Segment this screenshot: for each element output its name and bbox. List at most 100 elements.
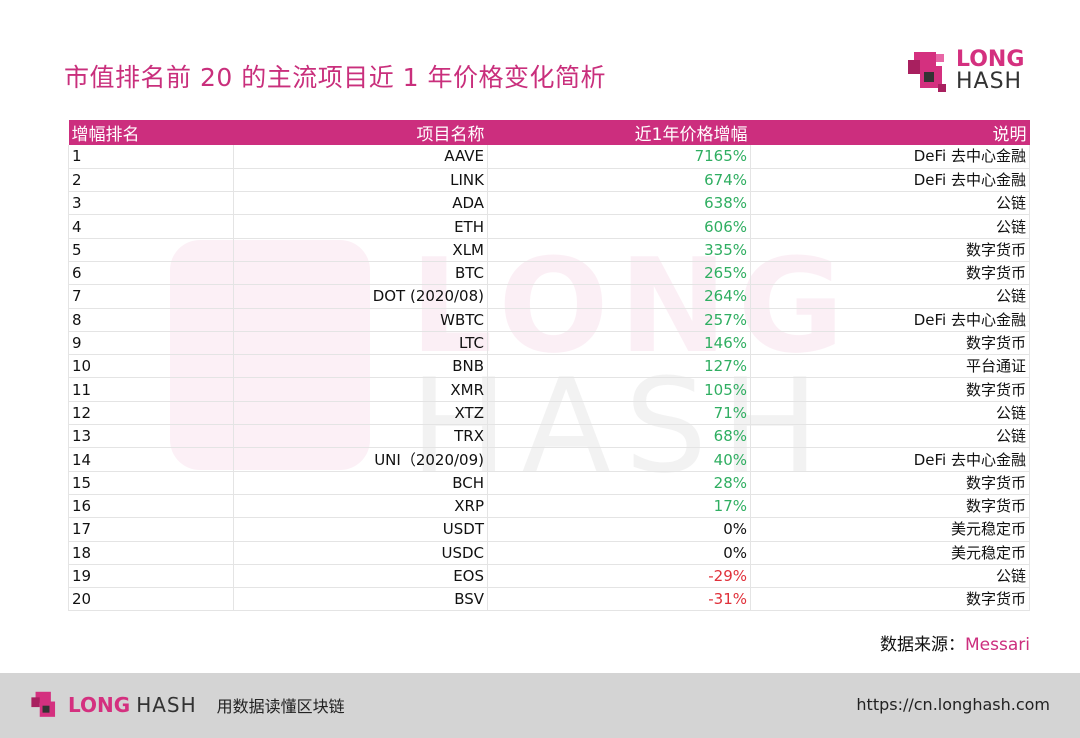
- logo-line1: LONG: [956, 47, 1025, 72]
- description-cell: 美元稳定币: [750, 517, 1030, 542]
- change-cell: 68%: [487, 424, 751, 449]
- table-row: 9 LTC 146% 数字货币: [68, 331, 1030, 356]
- description-cell: 数字货币: [750, 331, 1030, 356]
- project-cell: BTC: [233, 261, 488, 286]
- change-cell: 335%: [487, 238, 751, 262]
- column-header: 增幅排名: [68, 120, 234, 145]
- project-cell: XMR: [233, 377, 488, 402]
- rank-cell: 10: [68, 354, 234, 379]
- project-cell: WBTC: [233, 308, 488, 332]
- project-cell: XTZ: [233, 401, 488, 426]
- rank-cell: 13: [68, 424, 234, 449]
- table-row: 16 XRP 17% 数字货币: [68, 494, 1030, 519]
- change-cell: 40%: [487, 447, 751, 472]
- description-cell: 公链: [750, 284, 1030, 309]
- description-cell: 数字货币: [750, 261, 1030, 286]
- rank-cell: 17: [68, 517, 234, 542]
- description-cell: 数字货币: [750, 377, 1030, 402]
- description-cell: 公链: [750, 564, 1030, 589]
- project-cell: AAVE: [233, 145, 488, 169]
- project-cell: DOT (2020/08): [233, 284, 488, 309]
- description-cell: DeFi 去中心金融: [750, 308, 1030, 332]
- footer-logo: LONG HASH 用数据读懂区块链: [30, 689, 345, 721]
- project-cell: XLM: [233, 238, 488, 262]
- table-row: 3 ADA 638% 公链: [68, 191, 1030, 216]
- rank-cell: 16: [68, 494, 234, 519]
- change-cell: 638%: [487, 191, 751, 216]
- rank-cell: 3: [68, 191, 234, 216]
- table-row: 10 BNB 127% 平台通证: [68, 354, 1030, 379]
- change-cell: 71%: [487, 401, 751, 426]
- project-cell: BCH: [233, 471, 488, 495]
- logo: LONG HASH: [908, 48, 1024, 94]
- table-row: 14 UNI（2020/09) 40% DeFi 去中心金融: [68, 447, 1030, 472]
- column-header: 项目名称: [233, 120, 488, 145]
- rank-cell: 18: [68, 541, 234, 565]
- description-cell: 数字货币: [750, 238, 1030, 262]
- change-cell: 265%: [487, 261, 751, 286]
- table-row: 13 TRX 68% 公链: [68, 424, 1030, 449]
- change-cell: 0%: [487, 517, 751, 542]
- project-cell: LINK: [233, 168, 488, 193]
- rank-cell: 9: [68, 331, 234, 356]
- change-cell: 0%: [487, 541, 751, 565]
- table-row: 18 USDC 0% 美元稳定币: [68, 541, 1030, 565]
- table-row: 8 WBTC 257% DeFi 去中心金融: [68, 308, 1030, 332]
- change-cell: 28%: [487, 471, 751, 495]
- table-row: 2 LINK 674% DeFi 去中心金融: [68, 168, 1030, 193]
- table-row: 4 ETH 606% 公链: [68, 214, 1030, 239]
- change-cell: 7165%: [487, 145, 751, 169]
- change-cell: 257%: [487, 308, 751, 332]
- project-cell: BSV: [233, 587, 488, 612]
- project-cell: ETH: [233, 214, 488, 239]
- description-cell: 数字货币: [750, 471, 1030, 495]
- footer-logo-hash: HASH: [136, 693, 197, 717]
- project-cell: ADA: [233, 191, 488, 216]
- footer-slogan: 用数据读懂区块链: [216, 697, 345, 716]
- project-cell: USDT: [233, 517, 488, 542]
- rank-cell: 14: [68, 447, 234, 472]
- rank-cell: 5: [68, 238, 234, 262]
- description-cell: 数字货币: [750, 494, 1030, 519]
- description-cell: 公链: [750, 214, 1030, 239]
- rank-cell: 6: [68, 261, 234, 286]
- price-change-table: 增幅排名 项目名称 近1年价格增幅 说明 1 AAVE 7165% DeFi 去中心金融 2 L…: [68, 120, 1030, 612]
- project-cell: TRX: [233, 424, 488, 449]
- table-row: 19 EOS -29% 公链: [68, 564, 1030, 589]
- change-cell: -29%: [487, 564, 751, 589]
- source-label: 数据来源：: [880, 635, 966, 655]
- description-cell: DeFi 去中心金融: [750, 447, 1030, 472]
- change-cell: 17%: [487, 494, 751, 519]
- change-cell: 674%: [487, 168, 751, 193]
- footer: LONG HASH 用数据读懂区块链 https://cn.longhash.co…: [0, 673, 1080, 738]
- table-row: 15 BCH 28% 数字货币: [68, 471, 1030, 495]
- logo-line2: HASH: [956, 69, 1023, 94]
- column-header: 说明: [750, 120, 1030, 145]
- source-value: Messari: [965, 635, 1030, 655]
- table-row: 12 XTZ 71% 公链: [68, 401, 1030, 426]
- change-cell: 606%: [487, 214, 751, 239]
- table-row: 17 USDT 0% 美元稳定币: [68, 517, 1030, 542]
- change-cell: -31%: [487, 587, 751, 612]
- table-row: 6 BTC 265% 数字货币: [68, 261, 1030, 286]
- longhash-mascot-icon: [908, 52, 946, 92]
- rank-cell: 20: [68, 587, 234, 612]
- description-cell: 美元稳定币: [750, 541, 1030, 565]
- rank-cell: 19: [68, 564, 234, 589]
- rank-cell: 12: [68, 401, 234, 426]
- description-cell: 公链: [750, 191, 1030, 216]
- footer-url[interactable]: https://cn.longhash.com: [856, 695, 1050, 714]
- rank-cell: 2: [68, 168, 234, 193]
- data-source: 数据来源：Messari: [880, 630, 1030, 655]
- change-cell: 127%: [487, 354, 751, 379]
- change-cell: 264%: [487, 284, 751, 309]
- rank-cell: 4: [68, 214, 234, 239]
- table-row: 20 BSV -31% 数字货币: [68, 587, 1030, 612]
- change-cell: 105%: [487, 377, 751, 402]
- rank-cell: 1: [68, 145, 234, 169]
- longhash-mascot-icon: [31, 691, 56, 717]
- description-cell: 公链: [750, 424, 1030, 449]
- table-row: 11 XMR 105% 数字货币: [68, 377, 1030, 402]
- project-cell: BNB: [233, 354, 488, 379]
- project-cell: LTC: [233, 331, 488, 356]
